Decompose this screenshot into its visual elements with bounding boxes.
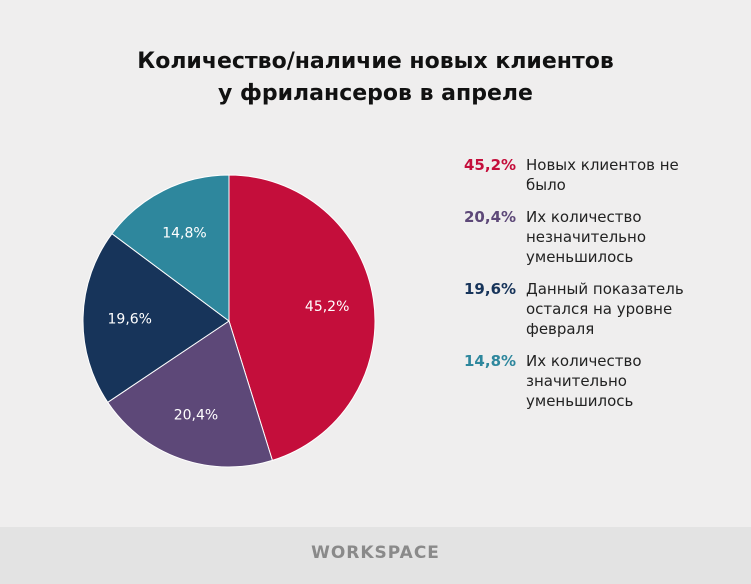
legend-percent: 14,8% [464,352,517,370]
pie-slice [82,233,230,403]
legend-percent: 19,6% [464,280,517,298]
slice-label: 14,8% [162,225,206,241]
legend-text: Их количество незначительно уменьшилось [526,208,646,266]
legend-item: 20,4% Их количество незначительно уменьш… [464,207,724,267]
pie-slice [228,174,376,462]
chart-title: Количество/наличие новых клиентов у фрил… [0,46,751,110]
workspace-logo: WORKSPACE [311,543,440,563]
pie-slice [107,320,273,468]
slice-label: 45,2% [305,299,349,315]
legend: 45,2% Новых клиентов не было 20,4% Их ко… [464,155,724,423]
pie-slice [111,174,230,322]
legend-item: 14,8% Их количество значительно уменьшил… [464,351,724,411]
slice-label: 19,6% [108,312,152,328]
footer: WORKSPACE [0,527,751,584]
legend-item: 45,2% Новых клиентов не было [464,155,724,195]
legend-item: 19,6% Данный показатель остался на уровн… [464,279,724,339]
slice-label: 20,4% [174,408,218,424]
legend-text: Данный показатель остался на уровне февр… [526,280,684,338]
legend-percent: 20,4% [464,208,517,226]
title-line-2: у фрилансеров в апреле [218,81,533,106]
legend-percent: 45,2% [464,156,517,174]
pie-chart: 45,2% 20,4% 19,6% 14,8% [82,174,376,468]
legend-text: Новых клиентов не было [526,156,679,194]
title-line-1: Количество/наличие новых клиентов [137,49,614,74]
legend-text: Их количество значительно уменьшилось [526,352,642,410]
